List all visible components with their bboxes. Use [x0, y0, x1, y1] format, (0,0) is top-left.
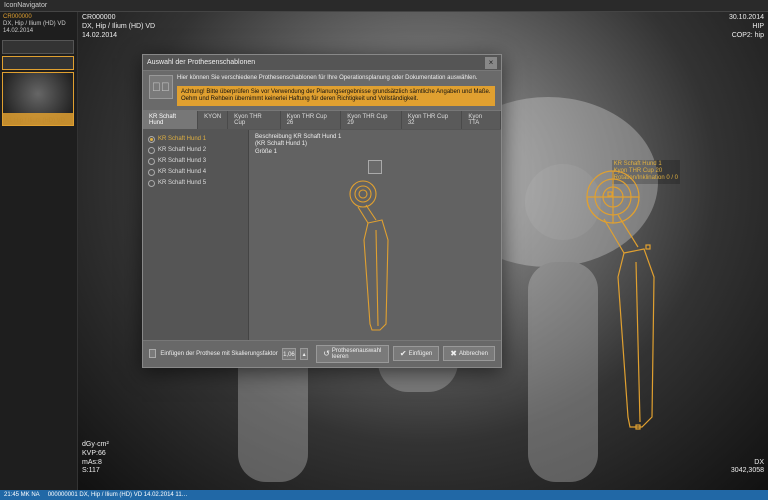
scale-value[interactable]: 1,06	[282, 348, 296, 360]
list-item-3[interactable]: KR Schaft Hund 4	[145, 167, 246, 178]
reset-label: Prothesenauswahl leeren	[332, 348, 382, 360]
cancel-label: Abbrechen	[459, 351, 488, 357]
thumb-mini-2[interactable]	[2, 56, 74, 70]
study-desc: DX, Hip / Ilium (HD) VD	[3, 21, 74, 28]
thumb-mini-1[interactable]	[2, 40, 74, 54]
template-list: KR Schaft Hund 1 KR Schaft Hund 2 KR Schaf…	[143, 130, 249, 340]
overlay-top-left: CR000000 DX, Hip / Ilium (HD) VD 14.02.2…	[82, 14, 155, 40]
tab-4[interactable]: Kyon THR Cup 29	[341, 111, 402, 129]
template-dialog: Auswahl der Prothesenschablonen × �⃠ Hie…	[142, 54, 502, 368]
tab-5[interactable]: Kyon THR Cup 32	[402, 111, 463, 129]
scale-stepper[interactable]: ▴	[300, 348, 308, 360]
overlay-tr-3: COP2: hip	[729, 32, 764, 41]
overlay-tr-1: 30.10.2014	[729, 14, 764, 23]
study-date: 14.02.2014	[3, 28, 74, 35]
rotate-icon[interactable]	[368, 160, 382, 174]
list-item-label: KR Schaft Hund 1	[158, 136, 206, 142]
overlay-bl-3: mAs:8	[82, 459, 109, 468]
prosthesis-overlay[interactable]	[558, 167, 708, 472]
scale-checkbox[interactable]	[149, 349, 156, 358]
dialog-titlebar[interactable]: Auswahl der Prothesenschablonen ×	[143, 55, 501, 71]
radio-icon	[148, 136, 155, 143]
cancel-icon: ✖	[450, 349, 457, 358]
dialog-info-line: Hier können Sie verschiedene Prothesensc…	[177, 75, 495, 83]
dialog-info-text: Hier können Sie verschiedene Prothesensc…	[177, 75, 495, 106]
thumb-hip[interactable]: A1 Hip / Ilium (HD) VD	[2, 72, 74, 126]
dialog-title: Auswahl der Prothesenschablonen	[147, 59, 255, 66]
list-item-4[interactable]: KR Schaft Hund 5	[145, 178, 246, 189]
radio-icon	[148, 147, 155, 154]
overlay-tl-1: CR000000	[82, 14, 155, 23]
reset-button[interactable]: ↺Prothesenauswahl leeren	[316, 345, 389, 363]
tab-3[interactable]: Kyon THR Cup 26	[281, 111, 342, 129]
status-left: 21:45 MK NA	[0, 492, 44, 498]
list-item-2[interactable]: KR Schaft Hund 3	[145, 156, 246, 167]
preview-prosthesis-svg	[330, 176, 420, 336]
thumb-label: A1 Hip / Ilium (HD) VD	[5, 118, 65, 124]
overlay-tl-3: 14.02.2014	[82, 32, 155, 41]
dialog-info-row: �⃠ Hier können Sie verschiedene Prothese…	[143, 71, 501, 110]
close-icon[interactable]: ×	[485, 57, 497, 69]
prosthesis-svg	[558, 167, 708, 467]
radio-icon	[148, 180, 155, 187]
prosthesis-icon: �⃠	[149, 75, 173, 99]
list-item-label: KR Schaft Hund 4	[158, 169, 206, 175]
status-bar: 21:45 MK NA 000000001 DX, Hip / Ilium (H…	[0, 490, 768, 500]
list-item-label: KR Schaft Hund 2	[158, 147, 206, 153]
study-code: CR000000	[3, 14, 74, 21]
overlay-bl-1: dGy·cm²	[82, 441, 109, 450]
overlay-bl-4: S:117	[82, 467, 109, 476]
overlay-bottom-left: dGy·cm² KVP:66 mAs:8 S:117	[82, 441, 109, 476]
insert-label: Einfügen	[409, 351, 433, 357]
check-icon: ✔	[400, 349, 407, 358]
dialog-body: KR Schaft Hund 1 KR Schaft Hund 2 KR Schaf…	[143, 130, 501, 340]
app-title: IconNavigator	[0, 2, 47, 9]
tab-1[interactable]: KYON	[198, 111, 228, 129]
tab-6[interactable]: Kyon TTA	[462, 111, 501, 129]
cancel-button[interactable]: ✖Abbrechen	[443, 346, 495, 361]
list-item-label: KR Schaft Hund 5	[158, 180, 206, 186]
preview-desc-3: Größe 1	[255, 149, 495, 157]
overlay-tl-2: DX, Hip / Ilium (HD) VD	[82, 23, 155, 32]
dialog-warning: Achtung! Bitte überprüfen Sie vor Verwen…	[177, 86, 495, 106]
thumb-group: A1 Hip / Ilium (HD) VD	[2, 40, 75, 126]
thumbnail-sidebar: CR000000 DX, Hip / Ilium (HD) VD 14.02.2…	[0, 12, 78, 490]
template-preview: Beschreibung KR Schaft Hund 1 (KR Schaft…	[249, 130, 501, 340]
list-item-label: KR Schaft Hund 3	[158, 158, 206, 164]
preview-desc-1: Beschreibung KR Schaft Hund 1	[255, 134, 495, 142]
status-mid: 000000001 DX, Hip / Ilium (HD) VD 14.02.…	[44, 492, 192, 498]
insert-button[interactable]: ✔Einfügen	[393, 346, 439, 361]
overlay-top-right: 30.10.2014 HIP COP2: hip	[729, 14, 764, 40]
scale-label: Einfügen der Prothese mit Skalierungsfak…	[160, 351, 277, 357]
preview-desc: Beschreibung KR Schaft Hund 1 (KR Schaft…	[255, 134, 495, 157]
tab-0[interactable]: KR Schaft Hund	[143, 111, 198, 129]
list-item-0[interactable]: KR Schaft Hund 1	[145, 134, 246, 145]
radio-icon	[148, 158, 155, 165]
preview-desc-2: (KR Schaft Hund 1)	[255, 141, 495, 149]
list-item-1[interactable]: KR Schaft Hund 2	[145, 145, 246, 156]
dialog-footer: Einfügen der Prothese mit Skalierungsfak…	[143, 340, 501, 367]
overlay-bl-2: KVP:66	[82, 450, 109, 459]
sidebar-study-info: CR000000 DX, Hip / Ilium (HD) VD 14.02.2…	[0, 12, 77, 38]
overlay-br-1: DX	[731, 459, 764, 468]
tab-2[interactable]: Kyon THR Cup	[228, 111, 280, 129]
reset-icon: ↺	[323, 349, 330, 358]
overlay-bottom-right: DX 3042,3058	[731, 459, 764, 477]
app-header: IconNavigator	[0, 0, 768, 12]
dialog-tabs: KR Schaft HundKYONKyon THR CupKyon THR C…	[143, 110, 501, 130]
overlay-br-2: 3042,3058	[731, 467, 764, 476]
radio-icon	[148, 169, 155, 176]
overlay-tr-2: HIP	[729, 23, 764, 32]
